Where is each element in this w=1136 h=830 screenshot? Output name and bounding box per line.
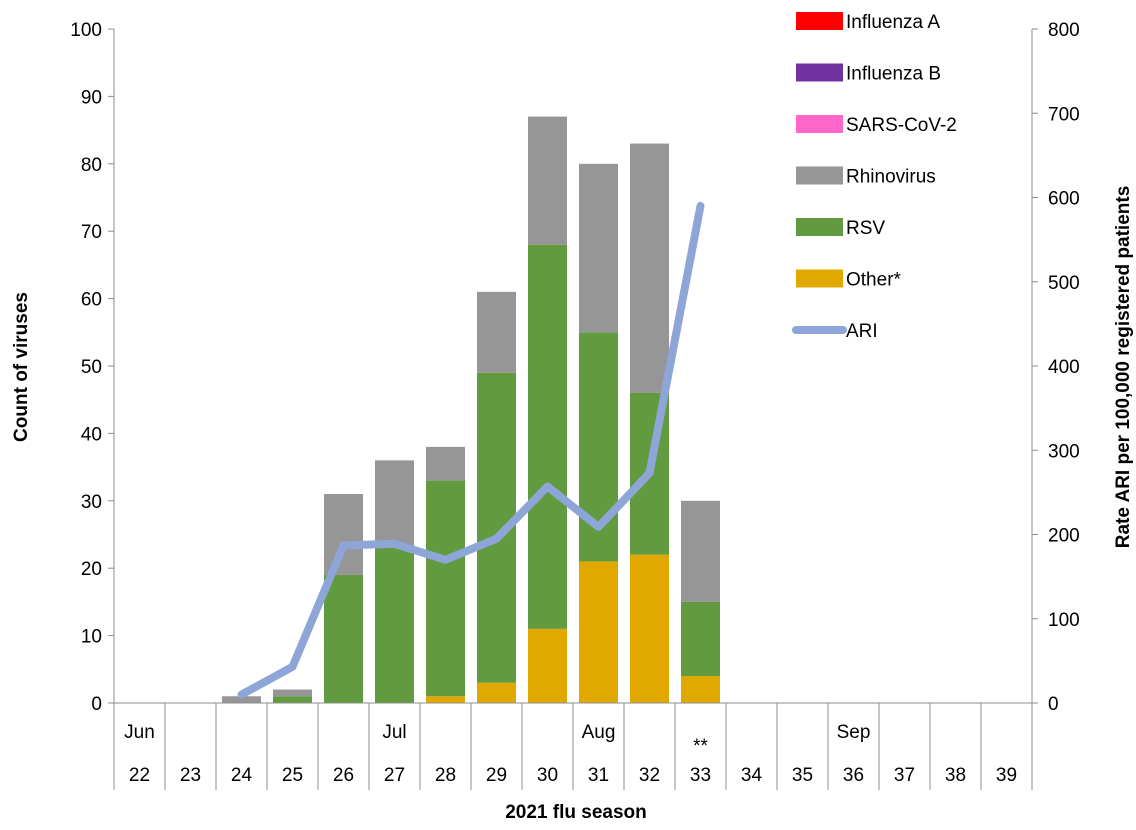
x-tick-label: 29 <box>486 765 507 786</box>
x-tick-label: 27 <box>384 765 405 786</box>
x-tick-label: 23 <box>180 765 201 786</box>
bar-rhinovirus-31 <box>579 163 618 333</box>
bar-rhinovirus-25 <box>273 689 312 697</box>
y-tick-label: 100 <box>70 20 102 41</box>
x-tick-label: 38 <box>945 765 966 786</box>
y-tick-label: 70 <box>81 222 102 243</box>
bar-rhinovirus-24 <box>222 696 261 703</box>
bar-rhinovirus-32 <box>630 143 669 393</box>
x-axis-title: 2021 flu season <box>505 802 647 823</box>
x-tick-label: 35 <box>792 765 813 786</box>
legend: Influenza A Influenza B SARS-CoV-2 Rhinovir… <box>792 12 957 342</box>
x-tick-label: 36 <box>843 765 864 786</box>
x-tick-label: 33 <box>690 765 711 786</box>
legend-label-ari: ARI <box>846 321 878 342</box>
y-axis-title: Count of viruses <box>11 292 32 442</box>
y2-tick-label: 700 <box>1048 104 1080 125</box>
bar-rsv-28 <box>426 480 465 697</box>
bar-other--32 <box>630 554 669 703</box>
bars-layer <box>222 116 720 703</box>
legend-label-influenza-b: Influenza B <box>846 64 941 85</box>
x-tick-label: 24 <box>231 765 253 786</box>
bar-rsv-26 <box>324 574 363 703</box>
bar-rsv-33 <box>681 601 720 677</box>
legend-swatch-rsv <box>796 218 843 236</box>
bar-rsv-27 <box>375 547 414 703</box>
bar-rhinovirus-28 <box>426 446 465 481</box>
bar-rhinovirus-27 <box>375 460 414 548</box>
x-tick-label: 34 <box>741 765 763 786</box>
y-tick-label: 60 <box>81 290 102 311</box>
y2-tick-label: 300 <box>1048 441 1080 462</box>
month-label: Aug <box>582 722 616 743</box>
month-label: Sep <box>837 722 871 743</box>
month-label: Jul <box>382 722 406 743</box>
x-tick-label: 37 <box>894 765 915 786</box>
bar-other--28 <box>426 696 465 703</box>
y2-tick-label: 500 <box>1048 273 1080 294</box>
x-tick-label: 30 <box>537 765 558 786</box>
y2-tick-label: 400 <box>1048 357 1080 378</box>
y-tick-label: 40 <box>81 424 102 445</box>
y-tick-label: 10 <box>81 627 102 648</box>
legend-label-rsv: RSV <box>846 218 885 239</box>
bar-rhinovirus-30 <box>528 116 567 245</box>
y2-tick-label: 800 <box>1048 20 1080 41</box>
y-tick-label: 90 <box>81 87 102 108</box>
legend-swatch-influenza-a <box>796 12 843 30</box>
y-tick-label: 30 <box>81 492 102 513</box>
bar-other--31 <box>579 561 618 703</box>
note-label: ** <box>693 736 708 757</box>
ari-line <box>237 201 705 699</box>
bar-other--33 <box>681 676 720 703</box>
bar-rsv-30 <box>528 244 567 629</box>
y2-tick-label: 100 <box>1048 610 1080 631</box>
x-tick-label: 26 <box>333 765 354 786</box>
legend-label-rhinovirus: Rhinovirus <box>846 167 936 188</box>
y-tick-label: 0 <box>91 694 102 715</box>
x-tick-label: 28 <box>435 765 456 786</box>
bar-rhinovirus-33 <box>681 500 720 602</box>
y-tick-label: 20 <box>81 559 102 580</box>
y2-tick-label: 600 <box>1048 189 1080 210</box>
axes-layer: 0 10 20 30 40 50 60 70 80 90 100 0 100 200 300 400 500 60… <box>70 20 1080 790</box>
x-tick-label: 22 <box>129 765 150 786</box>
legend-swatch-other <box>796 269 843 288</box>
legend-label-influenza-a: Influenza A <box>846 12 940 33</box>
line-layer <box>237 201 705 699</box>
legend-swatch-influenza-b <box>796 63 843 82</box>
y2-tick-label: 0 <box>1048 694 1059 715</box>
bar-other--30 <box>528 628 567 703</box>
x-tick-label: 31 <box>588 765 609 786</box>
x-tick-label: 25 <box>282 765 303 786</box>
bar-rsv-25 <box>273 696 312 703</box>
legend-swatch-sars-cov-2 <box>796 115 843 133</box>
legend-swatch-rhinovirus <box>796 166 843 185</box>
y-tick-label: 50 <box>81 357 102 378</box>
y-tick-label: 80 <box>81 155 102 176</box>
bar-rhinovirus-26 <box>324 494 363 575</box>
y2-tick-label: 200 <box>1048 526 1080 547</box>
legend-label-other: Other* <box>846 270 902 291</box>
legend-label-sars-cov-2: SARS-CoV-2 <box>846 115 957 136</box>
x-tick-label: 39 <box>996 765 1017 786</box>
bar-rhinovirus-29 <box>477 291 516 373</box>
month-label: Jun <box>124 722 155 743</box>
x-tick-label: 32 <box>639 765 660 786</box>
bar-other--29 <box>477 682 516 703</box>
y2-axis-title: Rate ARI per 100,000 registered patients <box>1113 186 1134 549</box>
